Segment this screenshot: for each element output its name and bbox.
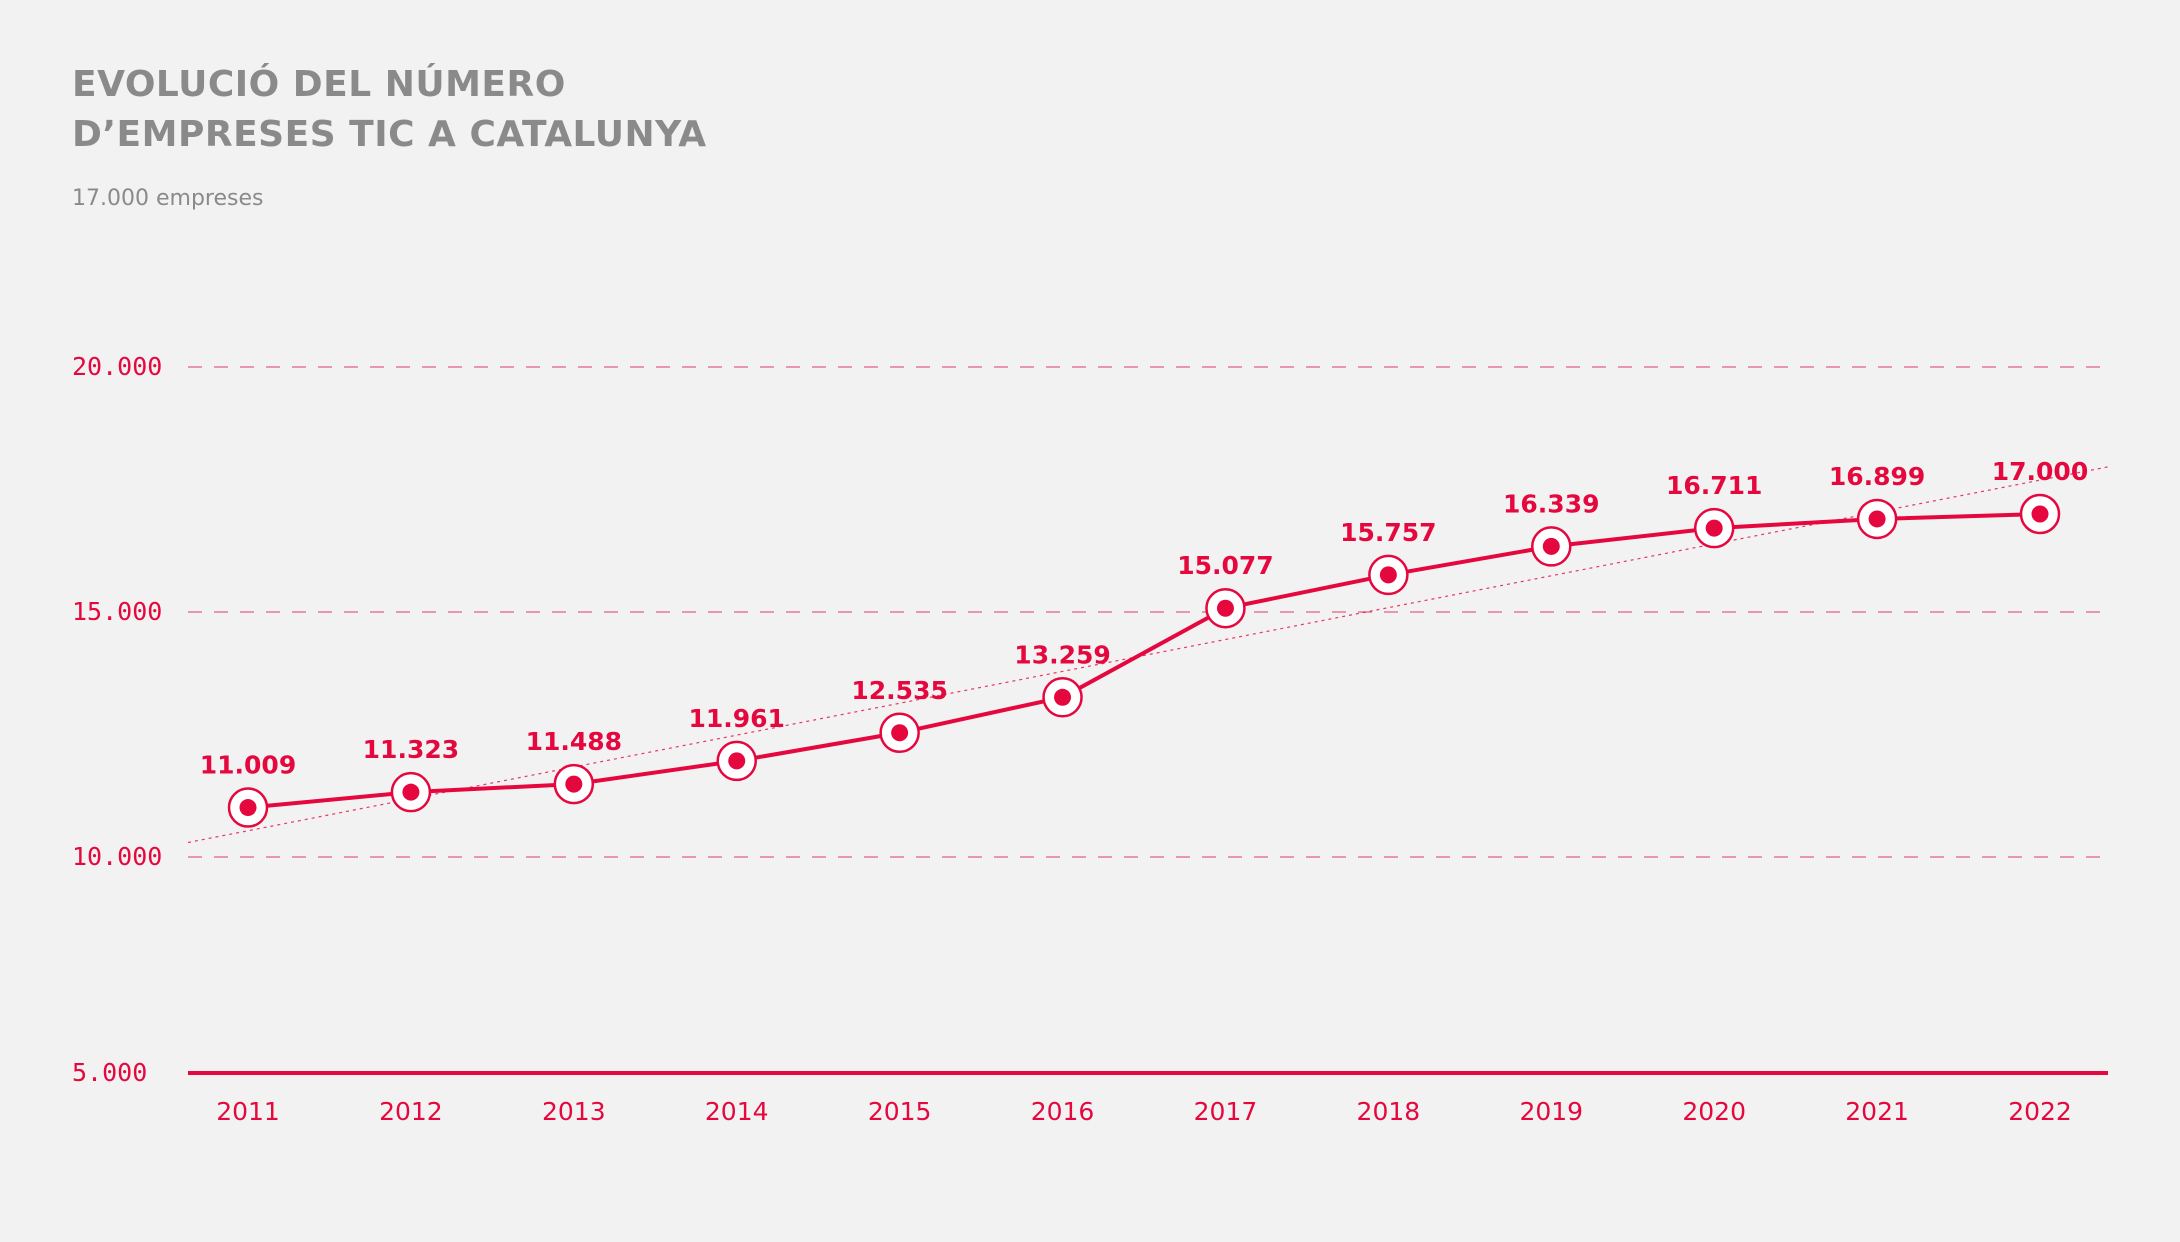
data-label: 11.961 <box>688 704 784 733</box>
data-label: 16.899 <box>1829 462 1925 491</box>
x-tick-label: 2017 <box>1194 1097 1258 1126</box>
data-label: 15.077 <box>1177 551 1273 580</box>
chart-subtitle: 17.000 empreses <box>72 186 264 211</box>
chart-title: EVOLUCIÓ DEL NÚMERO D’EMPRESES TIC A CAT… <box>72 60 707 160</box>
data-label: 11.009 <box>200 751 296 780</box>
data-label: 16.711 <box>1666 471 1762 500</box>
data-point <box>1868 510 1886 528</box>
x-tick-label: 2014 <box>705 1097 769 1126</box>
data-label: 15.757 <box>1340 518 1436 547</box>
chart-title-line-1: EVOLUCIÓ DEL NÚMERO <box>72 64 566 105</box>
data-label: 12.535 <box>851 676 947 705</box>
x-tick-label: 2016 <box>1031 1097 1095 1126</box>
data-label: 16.339 <box>1503 489 1599 518</box>
x-tick-label: 2020 <box>1682 1097 1746 1126</box>
x-tick-label: 2022 <box>2008 1097 2072 1126</box>
data-label: 17.000 <box>1992 457 2088 486</box>
data-point <box>1542 537 1560 555</box>
data-point <box>1054 688 1072 706</box>
x-tick-label: 2015 <box>868 1097 932 1126</box>
data-point <box>1379 566 1397 584</box>
y-tick-label: 15.000 <box>72 597 162 626</box>
x-tick-label: 2012 <box>379 1097 443 1126</box>
x-tick-label: 2013 <box>542 1097 606 1126</box>
chart-title-line-2: D’EMPRESES TIC A CATALUNYA <box>72 114 707 155</box>
series-line <box>247 512 2041 810</box>
x-tick-label: 2018 <box>1357 1097 1421 1126</box>
x-tick-label: 2019 <box>1519 1097 1583 1126</box>
x-tick-label: 2011 <box>216 1097 280 1126</box>
data-label: 11.488 <box>526 727 622 756</box>
y-tick-label: 10.000 <box>72 842 162 871</box>
y-tick-label: 20.000 <box>72 352 162 381</box>
data-label: 11.323 <box>363 735 459 764</box>
data-point <box>1216 599 1234 617</box>
data-point <box>402 783 420 801</box>
data-point <box>565 775 583 793</box>
data-point <box>2031 505 2049 523</box>
x-tick-label: 2021 <box>1845 1097 1909 1126</box>
y-tick-label: 5.000 <box>72 1058 147 1087</box>
data-point <box>1705 519 1723 537</box>
data-point <box>891 724 909 742</box>
data-point <box>239 799 257 817</box>
data-label: 13.259 <box>1014 640 1110 669</box>
data-point <box>728 752 746 770</box>
